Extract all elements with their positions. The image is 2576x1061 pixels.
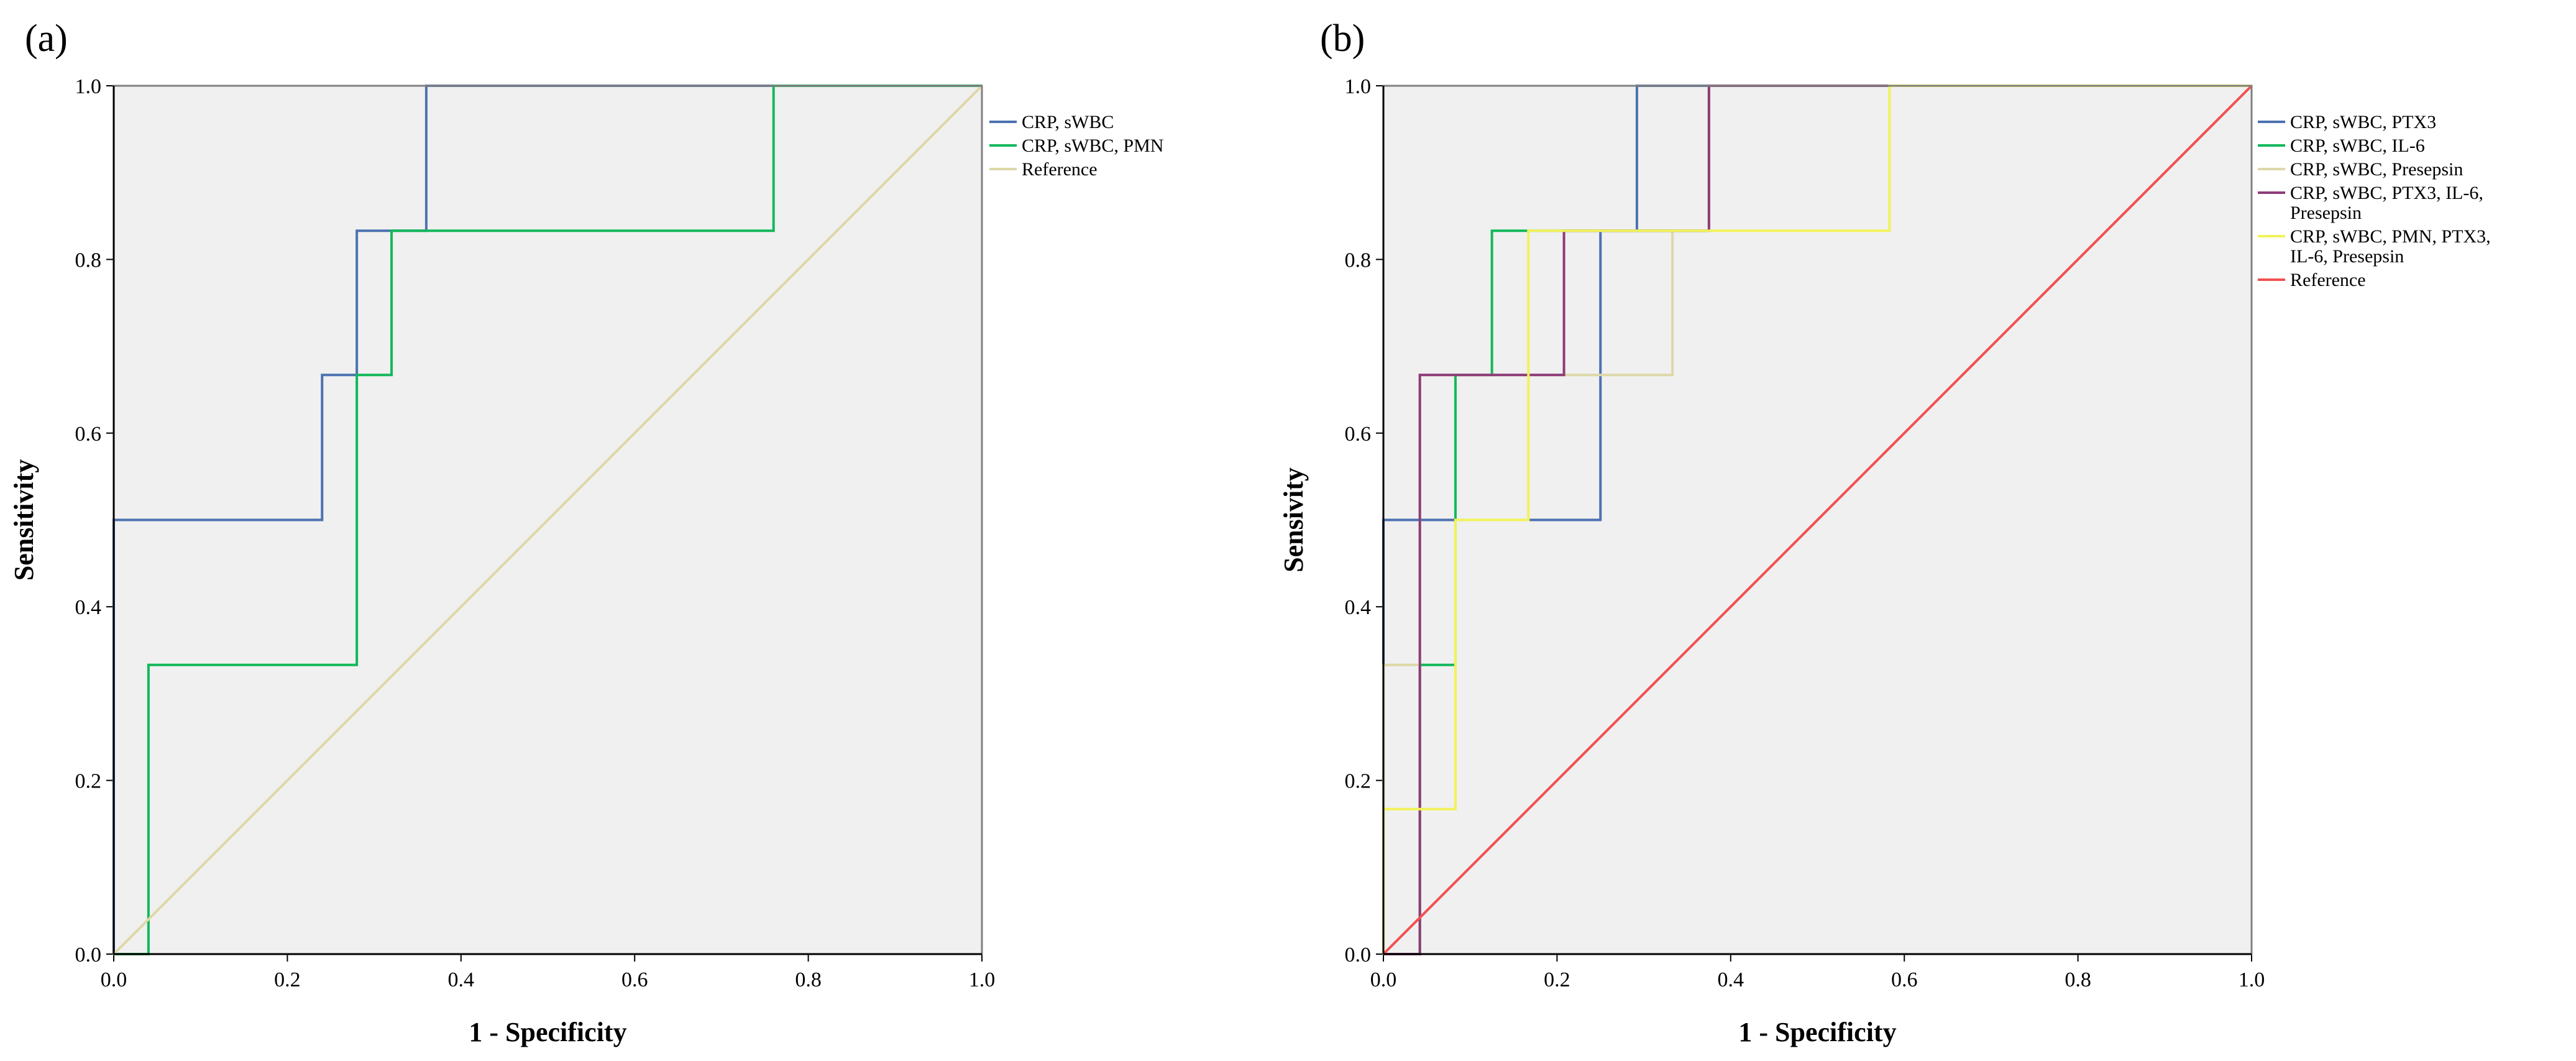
x-tick-label: 0.8 — [2065, 968, 2091, 991]
series-line-reference — [112, 85, 983, 955]
y-tick-label: 1.0 — [1345, 75, 1372, 98]
y-tick-label: 0.8 — [75, 249, 102, 272]
y-axis-title: Sensitivity — [9, 459, 39, 581]
y-tick-label: 0.4 — [75, 596, 102, 619]
legend-label: Reference — [2290, 270, 2366, 290]
x-tick-label: 0.8 — [795, 968, 822, 991]
legend-label: Presepsin — [2290, 203, 2362, 223]
legend-label: CRP, sWBC, Presepsin — [2290, 159, 2463, 180]
x-axis-title: 1 - Specificity — [1738, 1017, 1896, 1047]
y-tick-label: 0.4 — [1345, 596, 1372, 619]
y-tick-label: 0.2 — [75, 770, 102, 793]
legend-entry: CRP, sWBC, PTX3, IL-6,Presepsin — [2258, 183, 2483, 223]
y-tick-label: 0.8 — [1345, 249, 1372, 272]
series-line-crp-swbc-pmn — [114, 85, 982, 955]
series-line-crp-swbc-ptx3-il-6-presepsin — [1383, 85, 2252, 955]
y-tick-label: 0.6 — [75, 423, 102, 446]
legend-entry: CRP, sWBC, PMN, PTX3,IL-6, Presepsin — [2258, 226, 2491, 267]
legend-label: CRP, sWBC, PTX3, IL-6, — [2290, 183, 2483, 203]
y-tick-label: 0.6 — [1345, 423, 1372, 446]
legend-label: CRP, sWBC, IL-6 — [2290, 135, 2425, 156]
legend-entry: CRP, sWBC, PMN — [989, 135, 1163, 156]
series-line-crp-swbc-pmn-ptx3-il-6-presepsin — [1382, 85, 2252, 954]
panel-label: (b) — [1320, 17, 1365, 60]
chart-panel-b: (b) 0.0 0.2 0.4 0.6 0.8 1.0 0.0 0.2 0.4 0.6 0.8 1.0 1… — [1278, 17, 2491, 1047]
legend-entry: CRP, sWBC, Presepsin — [2258, 159, 2463, 180]
y-tick-label: 0.0 — [75, 944, 102, 967]
legend-entry: CRP, sWBC, PTX3 — [2258, 112, 2436, 132]
legend-entry: CRP, sWBC, IL-6 — [2258, 135, 2425, 156]
x-tick-label: 1.0 — [2239, 968, 2265, 991]
legend-label: CRP, sWBC, PMN — [1022, 135, 1163, 156]
x-tick-label: 0.0 — [101, 968, 127, 991]
x-tick-label: 0.0 — [1370, 968, 1397, 991]
x-axis-title: 1 - Specificity — [469, 1017, 626, 1047]
panel-label: (a) — [25, 17, 68, 60]
legend-label: Reference — [1022, 159, 1098, 180]
x-tick-label: 0.6 — [621, 968, 648, 991]
x-tick-label: 0.6 — [1891, 968, 1918, 991]
legend-label: IL-6, Presepsin — [2290, 246, 2404, 267]
legend-entry: Reference — [2258, 270, 2366, 290]
chart-panel-a: (a) 0.0 0.2 0.4 0.6 0.8 1.0 0.0 0.2 0.4 0.6 0.8 1.0 1… — [9, 17, 1163, 1047]
x-tick-label: 0.2 — [1544, 968, 1570, 991]
y-axis-title: Sensivity — [1278, 467, 1309, 572]
x-tick-label: 1.0 — [969, 968, 996, 991]
x-tick-label: 0.2 — [274, 968, 301, 991]
y-tick-label: 0.0 — [1345, 944, 1372, 967]
legend-label: CRP, sWBC, PMN, PTX3, — [2290, 226, 2491, 247]
y-tick-label: 1.0 — [75, 75, 102, 98]
legend-entry: CRP, sWBC — [989, 112, 1114, 132]
series-line-reference — [1382, 85, 2253, 955]
y-tick-label: 0.2 — [1345, 770, 1372, 793]
x-tick-label: 0.4 — [1718, 968, 1744, 991]
x-tick-label: 0.4 — [448, 968, 475, 991]
legend-label: CRP, sWBC, PTX3 — [2290, 112, 2436, 132]
legend-label: CRP, sWBC — [1022, 112, 1114, 132]
legend-entry: Reference — [989, 159, 1098, 180]
